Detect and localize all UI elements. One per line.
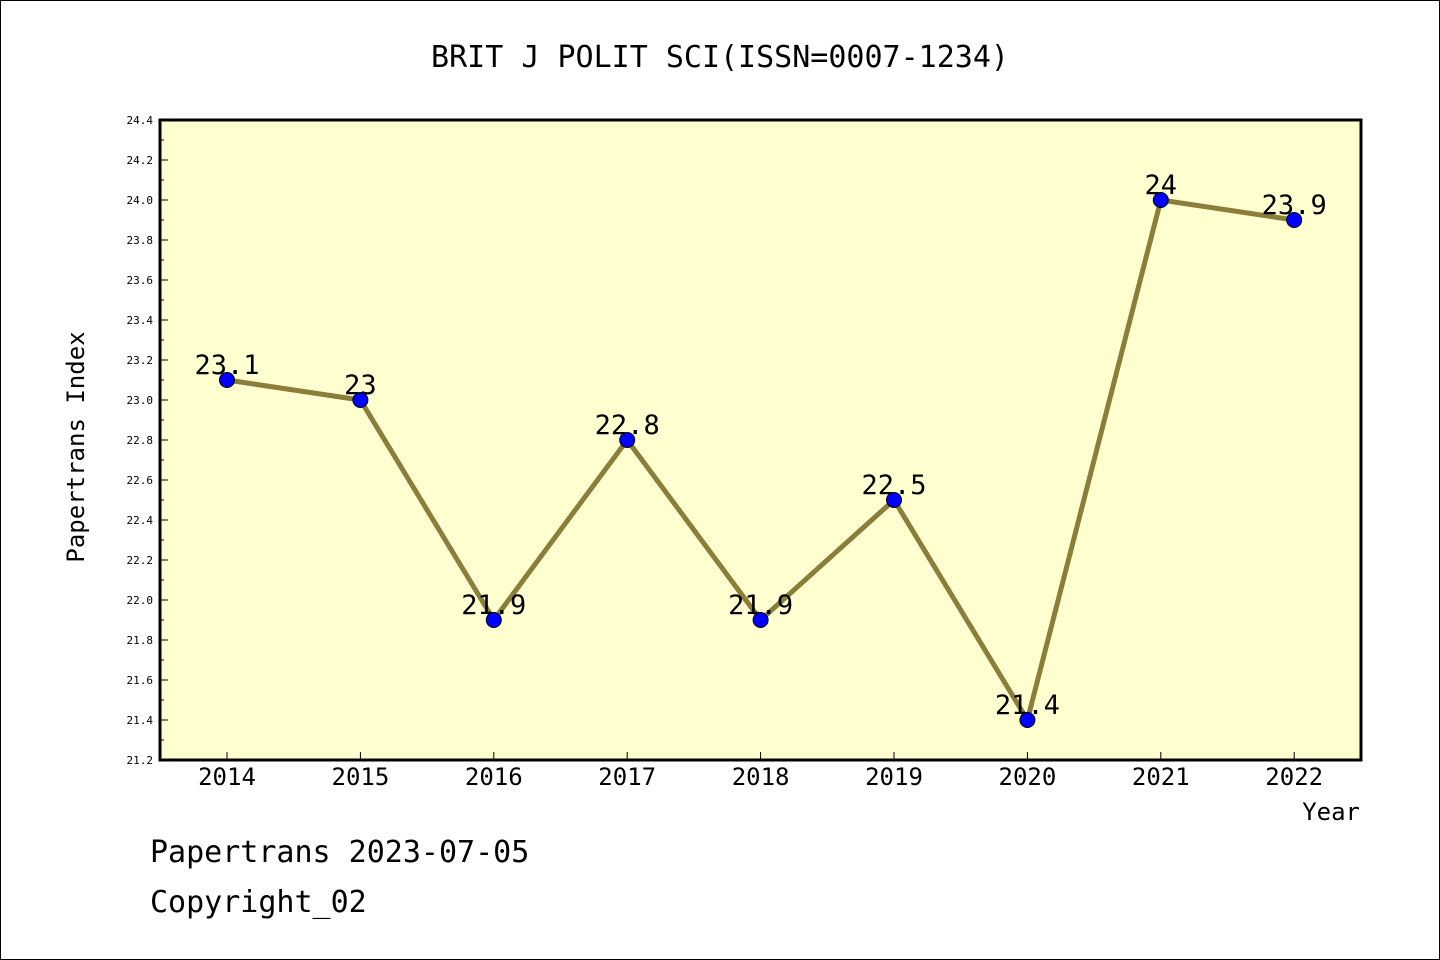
- chart-title: BRIT J POLIT SCI(ISSN=0007-1234): [431, 40, 1009, 75]
- y-tick-label: 22.0: [127, 594, 154, 607]
- data-label: 23: [344, 370, 377, 401]
- data-label: 21.9: [461, 590, 526, 621]
- x-tick-label: 2017: [598, 763, 656, 791]
- y-tick-label: 22.2: [127, 554, 154, 567]
- x-tick-label: 2019: [865, 763, 923, 791]
- x-tick-label: 2018: [732, 763, 790, 791]
- x-tick-label: 2014: [198, 763, 256, 791]
- y-tick-label: 22.8: [127, 434, 154, 447]
- x-tick-label: 2015: [332, 763, 390, 791]
- data-point: [219, 372, 235, 388]
- data-label: 23.1: [194, 350, 259, 381]
- y-tick-label: 23.6: [127, 274, 154, 287]
- y-tick-label: 23.0: [127, 394, 154, 407]
- data-point: [485, 612, 502, 628]
- data-point: [1286, 212, 1303, 228]
- x-tick-label: 2016: [465, 763, 523, 791]
- data-label-group: 23.1 23 21.9 22.8 21.9 22.5 21.4 24 23.9: [194, 170, 1326, 721]
- y-tick-label: 23.8: [127, 234, 154, 247]
- y-tick-label: 21.2: [127, 754, 154, 767]
- y-tick-label: 23.4: [127, 314, 154, 327]
- x-tick-label: 2020: [999, 763, 1057, 791]
- x-axis-label: Year: [1302, 798, 1360, 826]
- y-tick-label: 24.4: [127, 114, 154, 127]
- data-label: 22.8: [595, 410, 660, 441]
- footer-date: Papertrans 2023-07-05: [150, 835, 530, 870]
- data-point: [752, 612, 769, 628]
- y-tick-label: 23.2: [127, 354, 154, 367]
- data-label: 24: [1145, 170, 1178, 201]
- y-axis-label: Papertrans Index: [62, 331, 90, 562]
- x-tick-label: 2021: [1132, 763, 1190, 791]
- y-tick-label: 21.4: [127, 714, 154, 727]
- footer-copyright: Copyright_02: [150, 885, 367, 920]
- data-point: [1152, 192, 1169, 208]
- y-tick-label: 21.6: [127, 674, 154, 687]
- y-tick-label: 22.6: [127, 474, 154, 487]
- y-tick-label: 24.0: [127, 194, 154, 207]
- data-label: 21.9: [728, 590, 793, 621]
- plot-area: [160, 120, 1361, 760]
- x-axis: 2014 2015 2016 2017 2018 2019 2020 2021 2022: [198, 752, 1323, 791]
- data-label: 23.9: [1262, 190, 1327, 221]
- data-label: 21.4: [995, 690, 1060, 721]
- marker-group: [219, 192, 1303, 728]
- data-point: [619, 432, 636, 448]
- plot-border: [158, 118, 1363, 762]
- y-tick-label: 24.2: [127, 154, 154, 167]
- data-label: 22.5: [861, 470, 926, 501]
- x-tick-label: 2022: [1265, 763, 1323, 791]
- data-point: [886, 492, 902, 508]
- data-point: [352, 392, 369, 408]
- data-point: [1019, 712, 1036, 728]
- y-tick-label: 21.8: [127, 634, 154, 647]
- y-tick-label: 22.4: [127, 514, 154, 527]
